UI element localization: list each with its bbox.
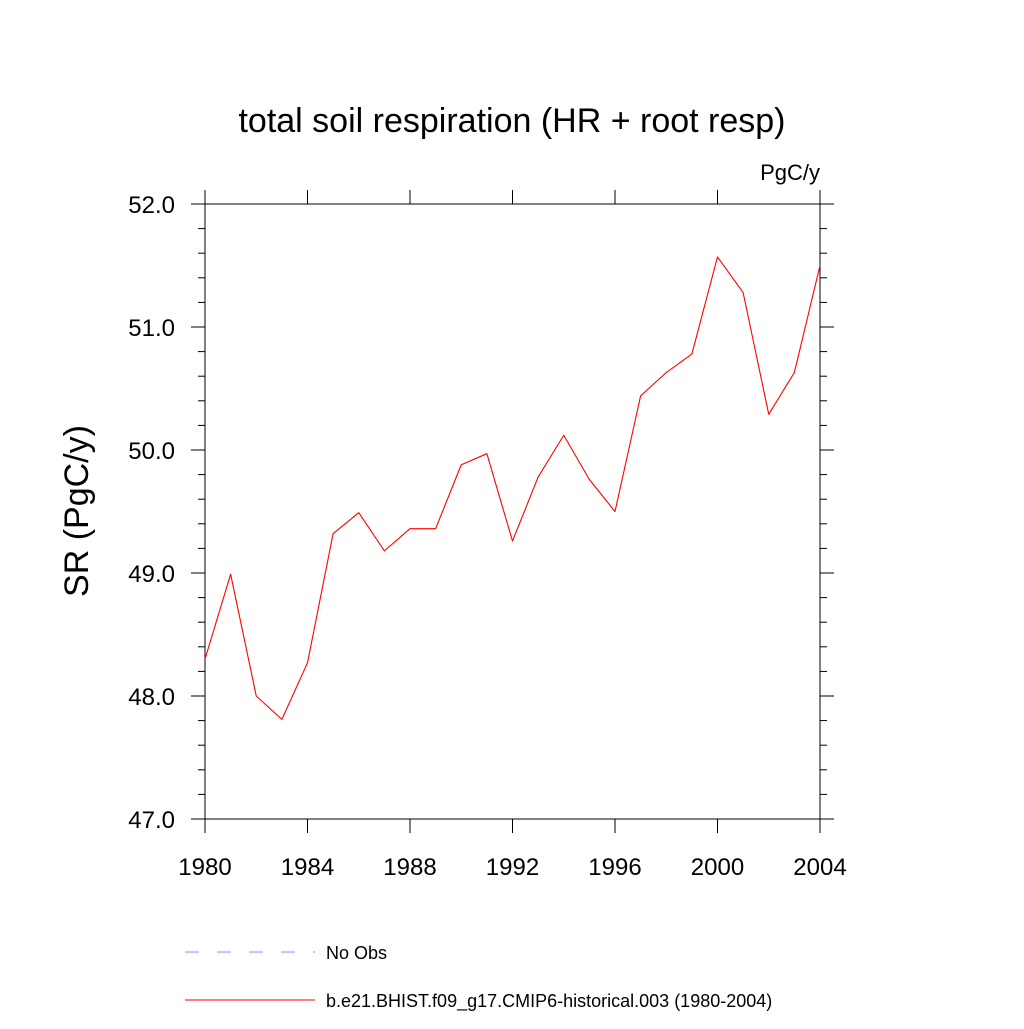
y-tick-label: 47.0 bbox=[128, 807, 175, 834]
axis-ticks bbox=[191, 190, 834, 833]
y-tick-label: 52.0 bbox=[128, 192, 175, 219]
x-tick-label: 1988 bbox=[383, 854, 436, 881]
y-tick-labels: 47.0 48.0 49.0 50.0 51.0 52.0 bbox=[128, 192, 175, 834]
series-line bbox=[204, 256, 821, 720]
y-tick-label: 51.0 bbox=[128, 315, 175, 342]
units-label: PgC/y bbox=[760, 160, 820, 185]
plot-frame bbox=[204, 203, 821, 820]
x-tick-label: 1992 bbox=[486, 854, 539, 881]
series-group bbox=[204, 256, 821, 720]
y-tick-label: 49.0 bbox=[128, 561, 175, 588]
x-tick-label: 2000 bbox=[691, 854, 744, 881]
x-tick-label: 1984 bbox=[281, 854, 334, 881]
legend-label: b.e21.BHIST.f09_g17.CMIP6-historical.003… bbox=[326, 991, 772, 1012]
x-tick-label: 2004 bbox=[793, 854, 846, 881]
legend-label: No Obs bbox=[326, 943, 387, 963]
x-tick-label: 1980 bbox=[178, 854, 231, 881]
y-tick-label: 50.0 bbox=[128, 438, 175, 465]
y-axis-label: SR (PgC/y) bbox=[58, 425, 96, 597]
x-tick-label: 1996 bbox=[588, 854, 641, 881]
x-tick-labels: 1980 1984 1988 1992 1996 2000 2004 bbox=[178, 854, 846, 881]
y-tick-label: 48.0 bbox=[128, 684, 175, 711]
chart-title: total soil respiration (HR + root resp) bbox=[238, 102, 785, 140]
legend: No Obs b.e21.BHIST.f09_g17.CMIP6-historic… bbox=[185, 943, 772, 1012]
